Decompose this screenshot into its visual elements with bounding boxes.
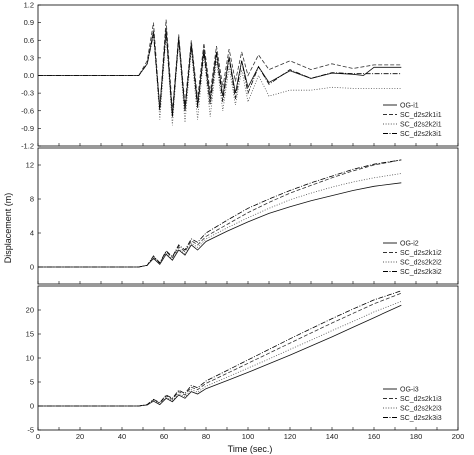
x-tick-label: 140 (326, 432, 339, 441)
y-tick-label: 5 (30, 378, 34, 387)
x-tick-label: 100 (242, 432, 255, 441)
y-tick-label: 15 (26, 330, 34, 339)
y-tick-label: 4 (30, 229, 34, 238)
legend-label: SC_d2s2k1i3 (400, 396, 442, 403)
legend-label: OG-i2 (400, 241, 419, 248)
y-tick-label: -5 (27, 426, 34, 435)
series-line-4 (38, 31, 402, 117)
x-tick-label: 120 (284, 432, 297, 441)
y-tick-label: 8 (30, 195, 34, 204)
legend-label: SC_d2s2k1i1 (400, 112, 442, 119)
y-tick-label: -0.6 (21, 106, 34, 115)
legend: OG-i2 SC_d2s2k1i2 SC_d2s2k2i2 SC_d2s2k3i2 (383, 241, 442, 276)
chart-panel-1: -1.2 -0.9 -0.6 -0.3 0.0 0.3 0.6 0.9 1.2 OG-i1 SC_d… (21, 1, 459, 151)
y-tick-label: 0 (30, 263, 34, 272)
series-line-3 (38, 301, 402, 407)
y-tick-label: 0 (30, 402, 34, 411)
series-line-4 (38, 159, 402, 268)
legend-label: SC_d2s2k3i2 (400, 269, 442, 276)
panels-group: -1.2 -0.9 -0.6 -0.3 0.0 0.3 0.6 0.9 1.2 OG-i1 SC_d… (21, 1, 464, 442)
series-line-3 (38, 173, 402, 268)
y-tick-label: 1.2 (24, 1, 34, 10)
legend-label: SC_d2s2k1i2 (400, 250, 442, 257)
y-tick-label: 0.0 (24, 71, 34, 80)
y-tick-label: 12 (26, 161, 34, 170)
plot-frame (37, 285, 459, 431)
x-tick-label: 80 (202, 432, 210, 441)
series-line-2 (38, 19, 402, 111)
x-tick-label: 200 (452, 432, 465, 441)
y-tick-label: 0.6 (24, 36, 34, 45)
legend-label: SC_d2s2k2i1 (400, 122, 442, 129)
chart-panel-3: 0 20 40 60 80 100 120 140 160 180 200-505101520OG-… (26, 285, 465, 441)
legend-label: SC_d2s2k3i1 (400, 131, 442, 138)
x-tick-label: 40 (118, 432, 126, 441)
y-tick-label: -0.3 (21, 89, 34, 98)
x-tick-label: 160 (368, 432, 381, 441)
y-tick-label: 0.9 (24, 18, 34, 27)
x-tick-label: 0 (36, 432, 40, 441)
y-tick-label: -0.9 (21, 124, 34, 133)
x-tick-label: 20 (76, 432, 84, 441)
legend-label: SC_d2s2k2i3 (400, 406, 442, 413)
series-line-1 (38, 28, 402, 117)
series-line-1 (38, 304, 402, 407)
legend-label: SC_d2s2k2i2 (400, 260, 442, 267)
series-line-2 (38, 292, 402, 407)
y-tick-label: 10 (26, 354, 34, 363)
x-axis-title: Time (sec.) (228, 444, 273, 454)
plot-frame (37, 147, 459, 285)
chart-panel-2: 0 4 8 12 OG-i2 SC_d2s2k1i2 SC_d2s2k2i2 SC_d2s2k… (26, 147, 459, 285)
series-line-3 (38, 28, 402, 126)
x-tick-label: 180 (410, 432, 423, 441)
series-line-4 (38, 290, 402, 407)
y-tick-label: 20 (26, 306, 34, 315)
y-tick-label: 0.3 (24, 53, 34, 62)
legend: OG-i1 SC_d2s2k1i1 SC_d2s2k2i1 SC_d2s2k3i1 (383, 103, 442, 138)
series-line-1 (38, 182, 402, 268)
legend-label: OG-i1 (400, 103, 419, 110)
y-tick-label: -1.2 (21, 142, 34, 151)
legend-label: SC_d2s2k3i3 (400, 415, 442, 422)
legend: OG-i3 SC_d2s2k1i3 SC_d2s2k2i3 SC_d2s2k3i3 (383, 387, 442, 422)
x-tick-label: 60 (160, 432, 168, 441)
series-line-2 (38, 159, 402, 268)
legend-label: OG-i3 (400, 387, 419, 394)
y-axis-title: Displacement (m) (3, 193, 13, 264)
